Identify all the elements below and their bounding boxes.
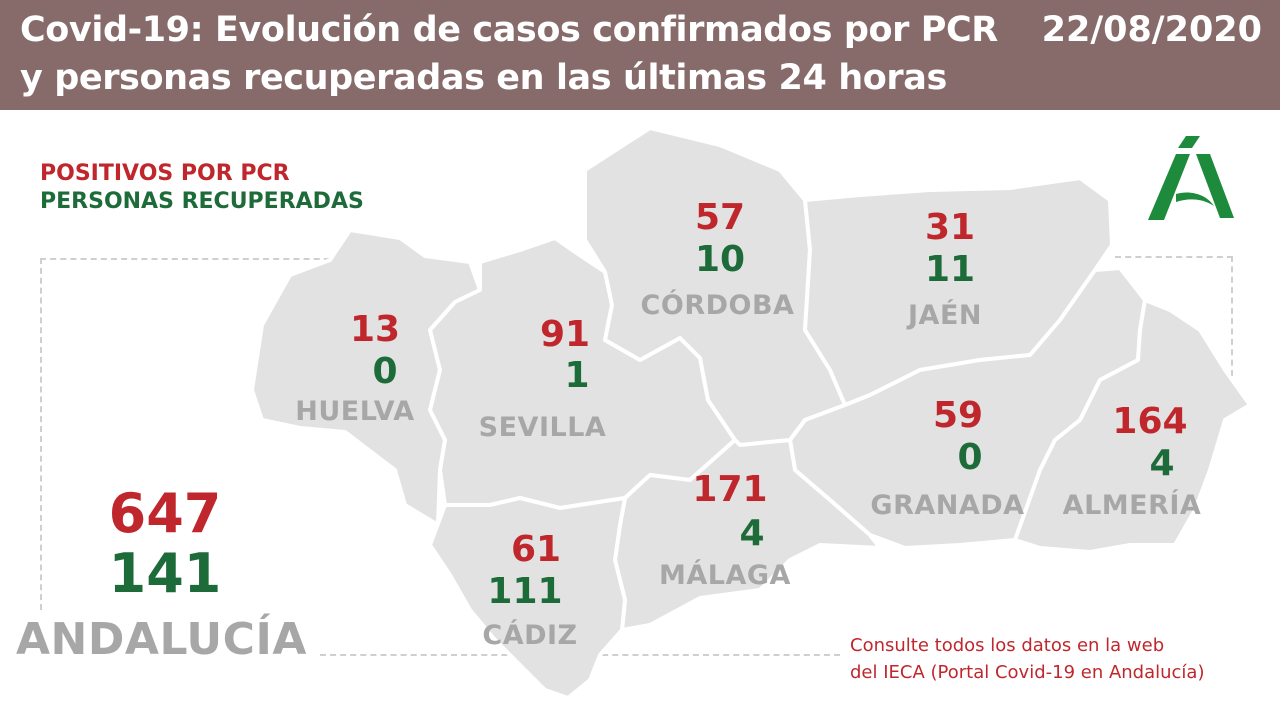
cadiz-recovered: 111 [487, 571, 563, 612]
malaga-name: MÁLAGA [659, 560, 791, 591]
huelva-positive: 13 [349, 309, 401, 350]
malaga-recovered: 4 [739, 513, 765, 554]
granada-recovered: 0 [957, 437, 983, 478]
jaen-name: JAÉN [908, 300, 982, 331]
sevilla-positive: 91 [539, 314, 591, 355]
almeria-positive: 164 [1112, 401, 1188, 442]
frame-right-line [1231, 256, 1233, 376]
footnote: Consulte todos los datos en la web del I… [850, 632, 1270, 686]
huelva-recovered: 0 [372, 351, 398, 392]
cordoba-recovered: 10 [694, 239, 746, 280]
jaen-recovered: 11 [924, 249, 976, 290]
page-title: Covid-19: Evolución de casos confirmados… [20, 10, 998, 98]
jaen-positive: 31 [924, 207, 976, 248]
almeria-name: ALMERÍA [1062, 490, 1202, 521]
province-shape-huelva [250, 228, 482, 527]
cadiz-name: CÁDIZ [482, 620, 578, 651]
legend-recovered-label: PERSONAS RECUPERADAS [40, 189, 364, 214]
malaga-positive: 171 [692, 469, 768, 510]
total-recovered: 141 [108, 542, 222, 605]
almeria-recovered: 4 [1149, 443, 1175, 484]
legend: POSITIVOS POR PCR PERSONAS RECUPERADAS [40, 160, 364, 216]
granada-positive: 59 [932, 395, 984, 436]
region-name: ANDALUCÍA [16, 614, 307, 665]
footnote-line-1: Consulte todos los datos en la web [850, 635, 1165, 656]
frame-left-line [40, 258, 42, 610]
junta-de-andalucia-logo-icon [1148, 136, 1234, 220]
report-date: 22/08/2020 [1041, 10, 1262, 50]
huelva-name: HUELVA [295, 396, 415, 427]
sevilla-recovered: 1 [564, 355, 590, 396]
province-shape-cadiz [428, 496, 627, 700]
header-bar: Covid-19: Evolución de casos confirmados… [0, 0, 1280, 110]
frame-top-line-left [40, 258, 340, 260]
frame-top-line-right [1115, 256, 1233, 258]
granada-name: GRANADA [870, 490, 1025, 521]
cordoba-name: CÓRDOBA [640, 290, 795, 321]
cadiz-positive: 61 [510, 529, 562, 570]
cordoba-positive: 57 [694, 197, 746, 238]
total-positive: 647 [108, 482, 222, 545]
province-shape-almeria [1013, 298, 1252, 554]
footnote-line-2: del IECA (Portal Covid-19 en Andalucía) [850, 662, 1205, 683]
sevilla-name: SEVILLA [478, 412, 607, 443]
legend-positive-label: POSITIVOS POR PCR [40, 161, 290, 186]
